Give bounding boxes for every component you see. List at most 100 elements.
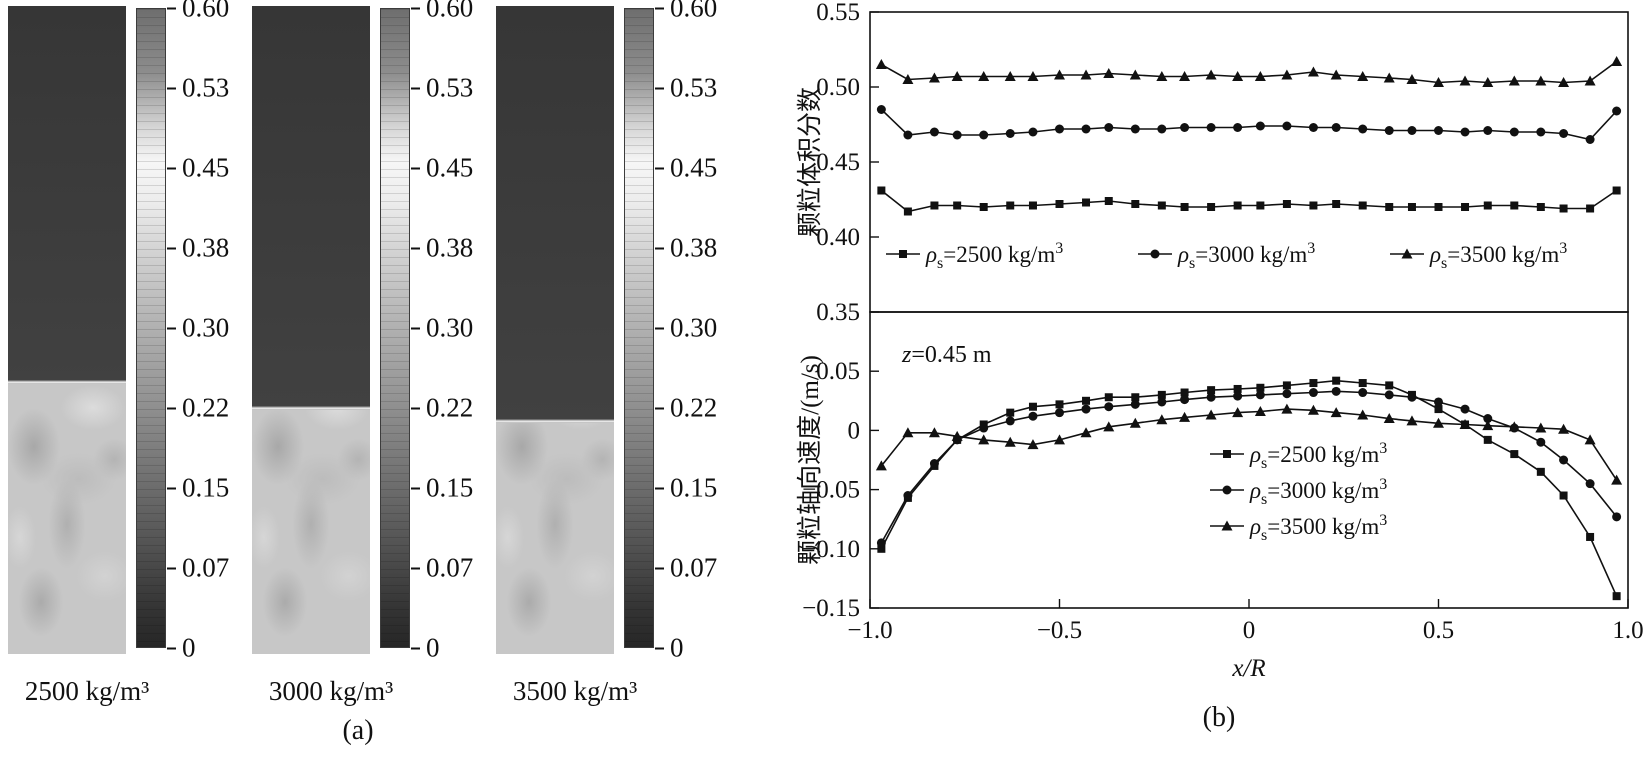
colorbar-tick: 0.38 — [411, 233, 473, 264]
marker-square — [1207, 386, 1216, 395]
marker-square — [1385, 203, 1394, 211]
marker-square — [1612, 592, 1621, 601]
marker-square — [1055, 200, 1064, 208]
sim-label-3500: 3500 kg/m³ — [512, 676, 638, 706]
colorbar-tick-label: 0.22 — [426, 392, 474, 423]
marker-triangle — [1232, 407, 1244, 418]
y-axis-label: 颗粒轴向速度/(m/s) — [796, 355, 824, 565]
marker-triangle — [875, 59, 887, 69]
marker-square — [979, 203, 988, 211]
y-axis-label: 颗粒体积分数 — [796, 87, 824, 237]
marker-square — [930, 201, 939, 210]
marker-square — [1434, 405, 1443, 414]
marker-circle — [1483, 414, 1493, 424]
marker-square — [1223, 450, 1231, 458]
tick-mark — [411, 247, 420, 249]
marker-circle — [1483, 126, 1493, 135]
marker-square — [1180, 203, 1189, 211]
marker-square — [1536, 203, 1545, 211]
colorbar-tick-label: 0.30 — [426, 312, 474, 343]
legend-top-chart: ρs=2500 kg/m3 ρs=3000 kg/m3 ρs=3500 kg/m3 — [886, 240, 1567, 272]
y-tick-label: 0.50 — [816, 74, 860, 101]
marker-circle — [1081, 124, 1091, 134]
colorbar-tick: 0.45 — [655, 153, 717, 184]
marker-square — [1157, 201, 1166, 210]
tick-mark — [167, 647, 176, 649]
marker-circle — [1222, 485, 1232, 495]
marker-circle — [1157, 397, 1167, 407]
colorbar-tick: 0 — [167, 633, 196, 664]
marker-circle — [1358, 388, 1368, 398]
marker-triangle — [1027, 71, 1039, 81]
marker-square — [1180, 388, 1189, 397]
marker-triangle — [1254, 405, 1266, 416]
marker-square — [1309, 379, 1318, 388]
marker-triangle — [875, 460, 887, 471]
marker-circle — [1130, 124, 1140, 134]
tick-mark — [655, 167, 664, 169]
marker-circle — [1055, 124, 1064, 134]
colorbar-gradient — [380, 8, 410, 648]
colorbar-tick: 0.22 — [167, 393, 229, 424]
colorbar-tick: 0.22 — [411, 393, 473, 424]
marker-triangle — [1406, 415, 1418, 426]
marker-square — [903, 207, 912, 216]
marker-circle — [1585, 479, 1595, 489]
series-line — [880, 189, 1618, 213]
y-tick-label: 0.40 — [816, 224, 860, 251]
colorbar-tick: 0.53 — [655, 73, 717, 104]
colorbar-tick-label: 0.60 — [426, 0, 474, 23]
marker-triangle — [1179, 71, 1191, 81]
legend-item-rho-3000: ρs=3000 kg/m3 — [1210, 476, 1387, 508]
marker-triangle — [1459, 418, 1471, 429]
marker-triangle — [902, 427, 914, 438]
marker-square — [1104, 393, 1113, 402]
marker-triangle — [1330, 69, 1342, 80]
colorbar-2500: 0.60 0.53 0.45 0.38 0.30 0.22 0.15 0.07 … — [136, 0, 229, 663]
marker-circle — [1559, 129, 1569, 138]
y-tick-label: 0.35 — [816, 299, 860, 326]
marker-circle — [1585, 135, 1595, 144]
marker-square — [1332, 200, 1341, 208]
marker-circle — [1206, 392, 1216, 402]
series-rho-2500 — [877, 376, 1621, 601]
sim-contour-3500 — [496, 6, 614, 654]
tick-mark — [411, 487, 420, 489]
legend-item-rho-3500: ρs=3500 kg/m3 — [1210, 512, 1387, 544]
marker-circle — [1233, 391, 1243, 401]
marker-square — [1612, 186, 1621, 195]
marker-square — [1207, 203, 1216, 211]
legend-bottom-chart: ρs=2500 kg/m3 ρs=3000 kg/m3 ρs=3500 kg/m3 — [1210, 440, 1387, 544]
sim-row: 0.60 0.53 0.45 0.38 0.30 0.22 0.15 0.07 … — [496, 0, 717, 663]
marker-triangle — [1357, 409, 1369, 420]
colorbar-tick: 0.30 — [655, 313, 717, 344]
tick-mark — [167, 247, 176, 249]
marker-circle — [1081, 404, 1091, 414]
legend-item-rho-3000: ρs=3000 kg/m3 — [1138, 240, 1315, 272]
panel-a: 0.60 0.53 0.45 0.38 0.30 0.22 0.15 0.07 … — [0, 0, 790, 778]
tick-mark — [655, 7, 664, 9]
marker-triangle — [1054, 434, 1065, 445]
marker-triangle — [1254, 71, 1266, 81]
x-axis-label: x/R — [1231, 655, 1265, 682]
x-tick-label: −1.0 — [847, 617, 892, 644]
sim-row: 0.60 0.53 0.45 0.38 0.30 0.22 0.15 0.07 … — [8, 0, 229, 663]
tick-mark — [167, 407, 176, 409]
tick-mark — [655, 247, 664, 249]
marker-triangle — [1357, 71, 1369, 81]
marker-triangle — [1221, 520, 1233, 531]
colorbar-tick-label: 0.07 — [182, 552, 230, 583]
colorbar-tick-label: 0.60 — [182, 0, 230, 23]
marker-triangle — [1584, 75, 1596, 86]
tick-mark — [167, 7, 176, 9]
marker-triangle — [1401, 248, 1413, 259]
marker-triangle — [1004, 436, 1016, 447]
marker-circle — [1255, 390, 1265, 400]
freeboard-region — [252, 6, 370, 408]
marker-circle — [876, 538, 886, 548]
colorbar-tick: 0.15 — [167, 473, 229, 504]
marker-circle — [1180, 123, 1190, 132]
tick-mark — [411, 567, 420, 569]
legend-item-rho-3500: ρs=3500 kg/m3 — [1390, 240, 1567, 272]
y-tick-label: 0 — [848, 417, 861, 444]
